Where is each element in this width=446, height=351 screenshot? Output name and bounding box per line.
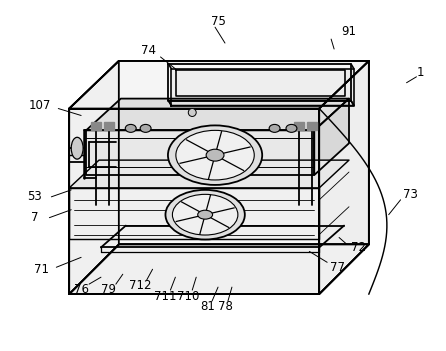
Text: 77: 77 [330,261,345,274]
Text: 107: 107 [28,99,51,112]
Bar [104,122,114,130]
Polygon shape [319,61,369,294]
Circle shape [188,108,196,117]
Ellipse shape [269,124,280,132]
Ellipse shape [286,124,297,132]
Ellipse shape [173,194,238,235]
Text: 91: 91 [342,25,356,38]
Text: 71: 71 [34,263,49,276]
Text: 75: 75 [211,15,226,28]
Polygon shape [169,101,354,106]
Text: 78: 78 [218,300,232,313]
Ellipse shape [125,124,136,132]
Polygon shape [176,70,345,95]
Ellipse shape [165,190,245,239]
Ellipse shape [176,130,254,180]
Text: 711: 711 [154,290,177,303]
Text: 710: 710 [177,290,199,303]
Bar [307,122,317,130]
Polygon shape [69,61,369,108]
Text: 712: 712 [129,279,152,292]
Text: 53: 53 [27,190,42,203]
Text: 79: 79 [101,283,116,296]
Bar [91,122,101,130]
Bar [294,122,304,130]
Ellipse shape [168,125,262,185]
Polygon shape [314,99,349,175]
Text: 73: 73 [403,188,418,201]
Ellipse shape [140,124,151,132]
Polygon shape [86,130,314,175]
Polygon shape [69,188,319,239]
Polygon shape [86,99,349,130]
Polygon shape [171,69,354,106]
Polygon shape [69,61,119,294]
Ellipse shape [71,137,83,159]
Ellipse shape [198,210,213,219]
Text: 74: 74 [141,45,156,58]
Polygon shape [69,160,349,188]
Text: 7: 7 [31,211,38,224]
Text: 81: 81 [201,300,215,313]
Polygon shape [69,244,369,294]
Polygon shape [69,108,319,294]
Text: 1: 1 [417,66,424,79]
Ellipse shape [206,149,224,161]
Polygon shape [169,64,351,101]
Text: 72: 72 [351,241,367,254]
Text: 76: 76 [74,283,89,296]
